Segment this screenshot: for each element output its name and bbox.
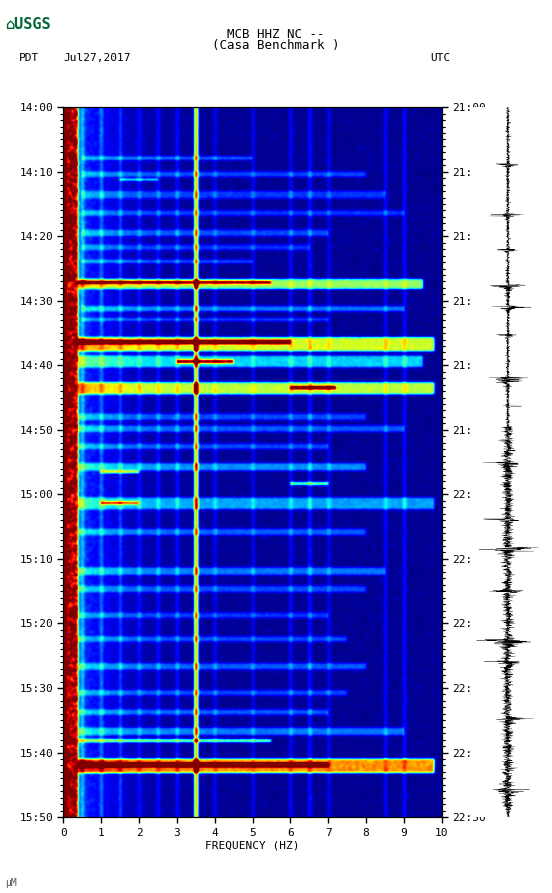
Text: ⌂USGS: ⌂USGS bbox=[6, 17, 51, 31]
Text: μM: μM bbox=[6, 878, 17, 888]
X-axis label: FREQUENCY (HZ): FREQUENCY (HZ) bbox=[205, 840, 300, 850]
Text: MCB HHZ NC --: MCB HHZ NC -- bbox=[227, 29, 325, 41]
Text: UTC: UTC bbox=[431, 53, 451, 63]
Text: Jul27,2017: Jul27,2017 bbox=[63, 53, 131, 63]
Text: (Casa Benchmark ): (Casa Benchmark ) bbox=[213, 39, 339, 52]
Text: PDT: PDT bbox=[19, 53, 40, 63]
